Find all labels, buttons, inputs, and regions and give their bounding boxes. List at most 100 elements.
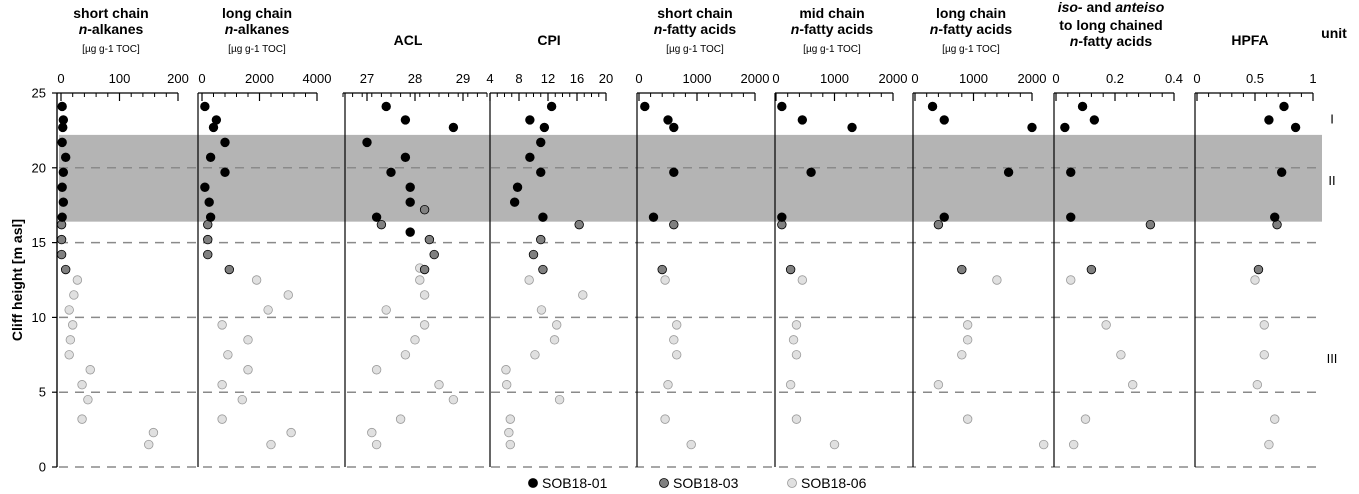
point-sob18-06-p2-12 [371, 439, 382, 450]
point-sob18-01-p7-0 [1077, 101, 1088, 112]
panel-5-tick-label: 1000 [820, 71, 849, 86]
point-sob18-03-p6-1 [957, 264, 967, 275]
panel-4-tick-label: 2000 [741, 71, 770, 86]
panel-6-unit: [µg g-1 TOC] [942, 44, 1000, 55]
point-sob18-03-p0-2 [56, 249, 67, 260]
point-sob18-01-p2-1 [400, 115, 411, 125]
point-sob18-01-p3-3 [536, 137, 546, 148]
panel-8-tick-label: 0 [1193, 71, 1200, 86]
panel-7-tick-label: 0.4 [1165, 71, 1183, 86]
point-sob18-06-p4-2 [669, 335, 679, 345]
point-sob18-01-p1-4 [205, 152, 216, 163]
point-sob18-01-p0-5 [58, 167, 69, 177]
point-sob18-01-p7-4 [1066, 212, 1076, 222]
point-sob18-01-p2-8 [371, 212, 382, 222]
point-sob18-06-p0-10 [148, 427, 159, 438]
point-sob18-06-p1-11 [266, 439, 276, 450]
unit-label-II: II [1328, 173, 1335, 188]
panel-4-title-line-0: short chain [657, 5, 732, 21]
point-sob18-06-p7-5 [1068, 439, 1079, 450]
point-sob18-06-p6-3 [957, 350, 967, 360]
point-sob18-01-p2-7 [405, 197, 415, 207]
point-sob18-03-p8-1 [1253, 264, 1264, 275]
panel-4-unit: [µg g-1 TOC] [666, 44, 724, 55]
panel-6-tick-label: 0 [911, 71, 918, 86]
point-sob18-06-p1-1 [283, 290, 293, 300]
point-sob18-01-p5-2 [847, 122, 857, 133]
point-sob18-06-p7-1 [1101, 320, 1111, 330]
point-sob18-01-p4-1 [663, 115, 673, 125]
point-sob18-06-p1-2 [263, 305, 273, 315]
point-sob18-01-p8-1 [1264, 115, 1274, 125]
point-sob18-01-p3-7 [509, 197, 520, 207]
point-sob18-06-p5-1 [791, 320, 802, 330]
panel-4-tick-label: 0 [635, 71, 642, 86]
point-sob18-06-p8-1 [1259, 320, 1269, 330]
panel-7-title-line-0: iso- and anteiso [1058, 0, 1165, 15]
point-sob18-06-p0-11 [144, 439, 154, 450]
point-sob18-06-p2-10 [395, 414, 406, 424]
point-sob18-01-p8-0 [1279, 101, 1289, 112]
point-sob18-03-p3-3 [538, 264, 548, 275]
panel-8-title-line-0: HPFA [1231, 32, 1268, 48]
point-sob18-06-p2-11 [367, 427, 377, 438]
point-sob18-01-p2-2 [448, 122, 459, 133]
point-sob18-03-p3-0 [574, 219, 584, 230]
point-sob18-01-p2-3 [362, 137, 372, 148]
point-sob18-06-p3-4 [549, 335, 560, 345]
point-sob18-06-p1-5 [223, 350, 233, 360]
point-sob18-06-p3-5 [530, 350, 540, 360]
panel-2-tick-label: 28 [408, 71, 422, 86]
point-sob18-01-p1-2 [208, 122, 219, 133]
dashed-boundary-layer [59, 167, 1322, 468]
unit-label-I: I [1330, 111, 1334, 126]
point-sob18-06-p0-6 [85, 365, 95, 375]
point-sob18-06-p3-7 [501, 380, 512, 390]
point-sob18-06-p3-6 [501, 365, 511, 375]
point-sob18-06-p4-4 [663, 380, 673, 390]
point-sob18-06-p5-4 [785, 380, 796, 390]
panel-5-title-line-1: n-fatty acids [791, 21, 874, 37]
point-sob18-06-p2-3 [381, 305, 391, 315]
legend-label-sob18-03: SOB18-03 [673, 475, 739, 491]
point-sob18-06-p7-0 [1066, 275, 1076, 285]
point-sob18-01-p4-4 [648, 212, 659, 222]
point-sob18-03-p7-1 [1086, 264, 1097, 275]
point-sob18-06-p2-8 [434, 380, 444, 390]
point-sob18-06-p6-2 [962, 335, 973, 345]
point-sob18-06-p6-4 [933, 380, 944, 390]
legend: SOB18-01 SOB18-03 SOB18-06 [528, 475, 867, 491]
point-sob18-06-p0-1 [69, 290, 79, 300]
point-sob18-01-p3-8 [538, 212, 548, 222]
point-sob18-01-p4-2 [669, 122, 679, 133]
point-sob18-01-p3-4 [525, 152, 535, 163]
panel-2-title-line-0: ACL [394, 32, 423, 48]
point-sob18-06-p4-6 [686, 439, 696, 450]
point-sob18-06-p2-7 [371, 365, 382, 375]
point-sob18-01-p7-1 [1089, 115, 1100, 125]
point-sob18-06-p3-9 [505, 414, 516, 424]
point-sob18-03-p1-2 [203, 249, 213, 260]
point-sob18-06-p2-9 [448, 394, 459, 405]
point-sob18-06-p7-3 [1127, 380, 1138, 390]
panel-3-tick-label: 16 [570, 71, 584, 86]
point-sob18-06-p3-3 [552, 320, 562, 330]
point-sob18-06-p3-0 [524, 275, 534, 285]
point-sob18-06-p6-0 [992, 275, 1002, 285]
point-sob18-03-p2-2 [424, 234, 435, 245]
point-sob18-03-p2-4 [419, 264, 430, 275]
point-sob18-06-p3-10 [504, 427, 514, 438]
point-sob18-01-p8-3 [1276, 167, 1287, 177]
point-sob18-06-p5-0 [797, 275, 808, 285]
point-sob18-01-p1-5 [220, 167, 230, 177]
y-tick-label-5: 5 [39, 385, 46, 400]
panel-4-tick-label: 1000 [683, 71, 712, 86]
point-sob18-01-p3-2 [539, 122, 550, 133]
panel-4-title-line-1: n-fatty acids [654, 21, 737, 37]
point-sob18-01-p6-3 [1003, 167, 1014, 177]
point-sob18-06-p0-9 [77, 414, 87, 424]
panel-3-tick-label: 20 [599, 71, 613, 86]
point-sob18-03-p0-1 [56, 234, 67, 245]
